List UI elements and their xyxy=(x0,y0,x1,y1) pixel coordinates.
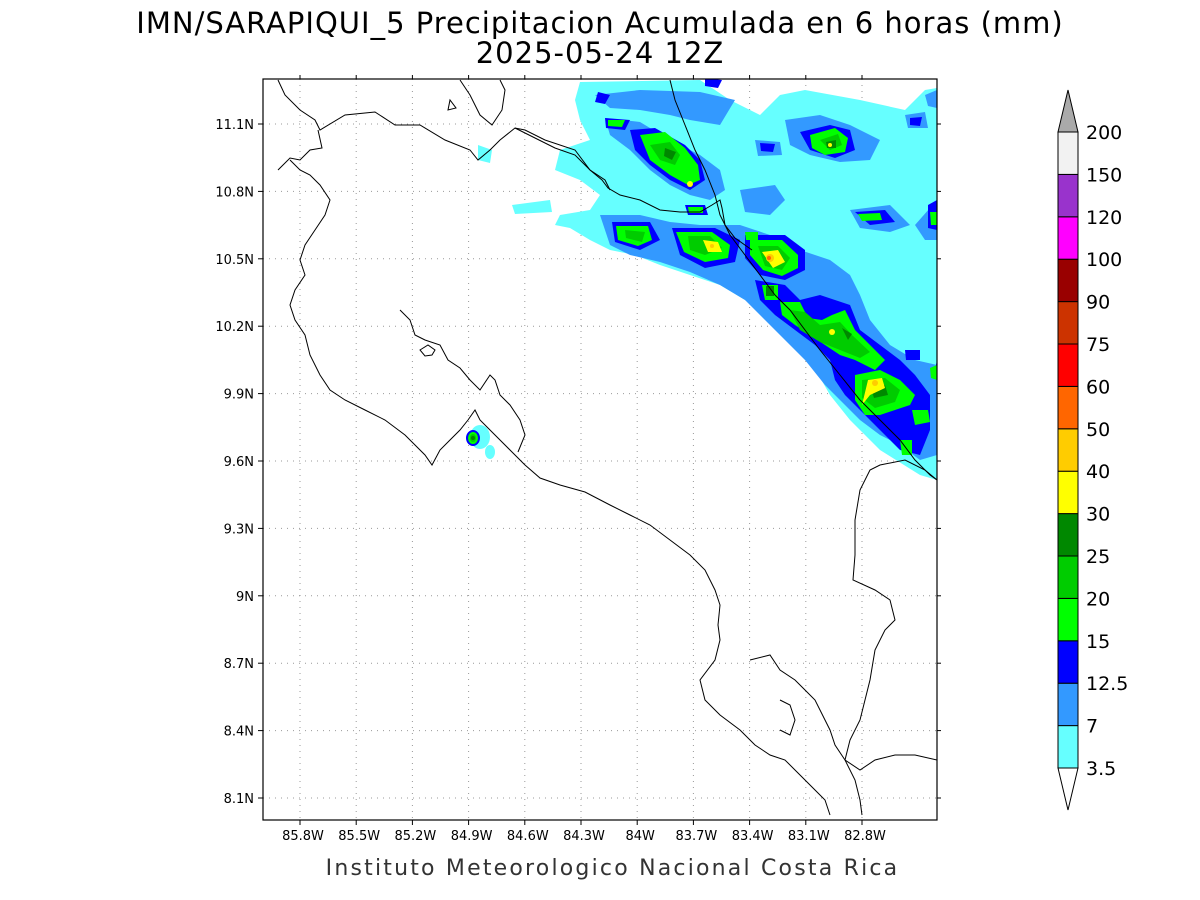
colorbar-box xyxy=(1057,725,1079,769)
nicoya-gulf xyxy=(399,309,526,453)
map-title: IMN/SARAPIQUI_5 Precipitacion Acumulada … xyxy=(136,6,1064,40)
colorbar: 3.5 7 12.5 15 20 25 30 40 50 60 75 90 100 120 150 200 xyxy=(1057,89,1128,811)
map-frame xyxy=(262,78,938,821)
gulf-island xyxy=(419,344,436,357)
osa-peninsula xyxy=(749,654,937,771)
colorbar-label: 200 xyxy=(1086,122,1122,144)
colorbar-box xyxy=(1057,513,1079,557)
lat-label: 9N xyxy=(236,590,254,605)
colorbar-label: 150 xyxy=(1086,164,1122,186)
colorbar-label: 15 xyxy=(1086,631,1110,653)
colorbar-label: 60 xyxy=(1086,376,1110,398)
colorbar-label: 7 xyxy=(1086,716,1098,738)
colorbar-label: 75 xyxy=(1086,334,1110,356)
lat-label: 9.6N xyxy=(224,455,254,470)
colorbar-box xyxy=(1057,216,1079,260)
nicoya-north xyxy=(277,129,323,171)
colorbar-box xyxy=(1057,173,1079,218)
lat-label: 8.4N xyxy=(224,725,254,740)
colorbar-label: 50 xyxy=(1086,419,1110,441)
colorbar-label: 20 xyxy=(1086,588,1110,610)
axis-ticks xyxy=(258,75,941,825)
lat-label: 10.2N xyxy=(215,320,254,335)
colorbar-label: 40 xyxy=(1086,461,1110,483)
colorbar-label: 12.5 xyxy=(1086,673,1128,695)
colorbar-label: 25 xyxy=(1086,546,1110,568)
colorbar-box xyxy=(1057,131,1079,175)
lon-label: 83.1W xyxy=(788,829,830,844)
lon-label: 85.2W xyxy=(394,829,436,844)
golfito xyxy=(779,699,796,736)
lat-label: 9.9N xyxy=(224,388,254,403)
colorbar-box xyxy=(1057,555,1079,599)
colorbar-label: 3.5 xyxy=(1086,758,1116,780)
lake-nicaragua-shore xyxy=(459,79,506,126)
lon-label: 82.8W xyxy=(844,829,886,844)
precipitation-field xyxy=(466,79,937,480)
colorbar-box xyxy=(1057,301,1079,345)
lat-label: 8.1N xyxy=(224,792,254,807)
lon-label: 84.6W xyxy=(507,829,549,844)
lon-label: 83.4W xyxy=(732,829,774,844)
longitude-labels: 85.8W 85.5W 85.2W 84.9W 84.6W 84.3W 84W 83.7W 83… xyxy=(282,829,886,844)
caribbean-coast-north xyxy=(669,79,937,481)
precip-50-band xyxy=(767,256,771,260)
colorbar-min-arrow xyxy=(1057,767,1079,811)
latitude-labels: 11.1N 10.8N 10.5N 10.2N 9.9N 9.6N 9.3N 9N 8.7N 8.… xyxy=(215,118,254,807)
coastlines-borders xyxy=(277,79,937,816)
colorbar-label: 120 xyxy=(1086,207,1122,229)
lon-label: 85.5W xyxy=(338,829,380,844)
map-date: 2025-05-24 12Z xyxy=(475,36,725,70)
lat-label: 10.5N xyxy=(215,253,254,268)
lon-label: 85.8W xyxy=(282,829,324,844)
lat-label: 9.3N xyxy=(224,522,254,537)
precip-25-band xyxy=(471,140,888,440)
costa-rica-pacific-coast xyxy=(289,159,831,816)
colorbar-label: 30 xyxy=(1086,504,1110,526)
colorbar-label: 90 xyxy=(1086,292,1110,314)
colorbar-box xyxy=(1057,258,1079,303)
colorbar-box xyxy=(1057,682,1079,727)
colorbar-box xyxy=(1057,640,1079,684)
panama-border xyxy=(844,459,937,816)
lon-label: 84W xyxy=(625,829,655,844)
colorbar-box xyxy=(1057,428,1079,472)
lon-label: 83.7W xyxy=(675,829,717,844)
lat-label: 11.1N xyxy=(215,118,254,133)
colorbar-box xyxy=(1057,385,1079,430)
lake-island xyxy=(447,98,457,111)
colorbar-label: 100 xyxy=(1086,249,1122,271)
colorbar-box xyxy=(1057,343,1079,387)
nicaragua-costarica-border xyxy=(514,127,753,251)
nicaragua-coast xyxy=(277,79,611,191)
credit-text: Instituto Meteorologico Nacional Costa R… xyxy=(325,856,900,881)
lat-label: 10.8N xyxy=(215,185,254,200)
lat-label: 8.7N xyxy=(224,657,254,672)
colorbar-max-arrow xyxy=(1057,89,1079,133)
colorbar-box xyxy=(1057,470,1079,515)
lon-label: 84.9W xyxy=(451,829,493,844)
lon-label: 84.3W xyxy=(563,829,605,844)
colorbar-box xyxy=(1057,597,1079,642)
